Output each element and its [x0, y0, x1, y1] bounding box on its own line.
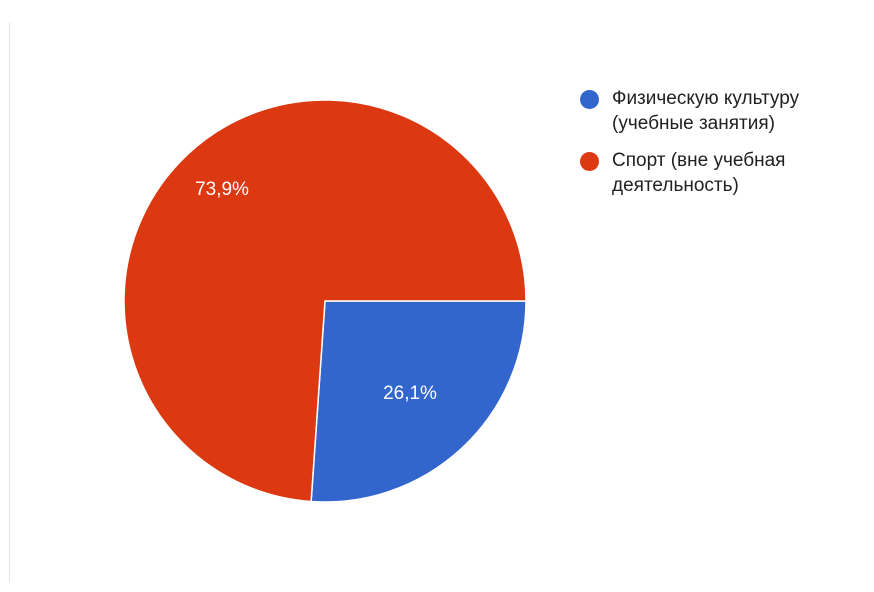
slice-label-sport: 73,9% — [195, 179, 249, 200]
legend: Физическую культуру (учебные занятия) Сп… — [580, 86, 860, 210]
pie-slice-physical-education[interactable] — [310, 300, 527, 503]
legend-item-sport[interactable]: Спорт (вне учебная деятельность) — [580, 148, 860, 198]
legend-swatch-physical-education — [580, 90, 599, 109]
slice-label-physical-education: 26,1% — [383, 383, 437, 404]
legend-label-physical-education: Физическую культуру (учебные занятия) — [612, 88, 800, 134]
panel-left-border — [9, 22, 10, 582]
legend-swatch-sport — [580, 152, 599, 171]
legend-label-sport: Спорт (вне учебная деятельность) — [612, 150, 786, 196]
pie-slice-sport[interactable] — [123, 99, 527, 503]
legend-item-physical-education[interactable]: Физическую культуру (учебные занятия) — [580, 86, 860, 136]
